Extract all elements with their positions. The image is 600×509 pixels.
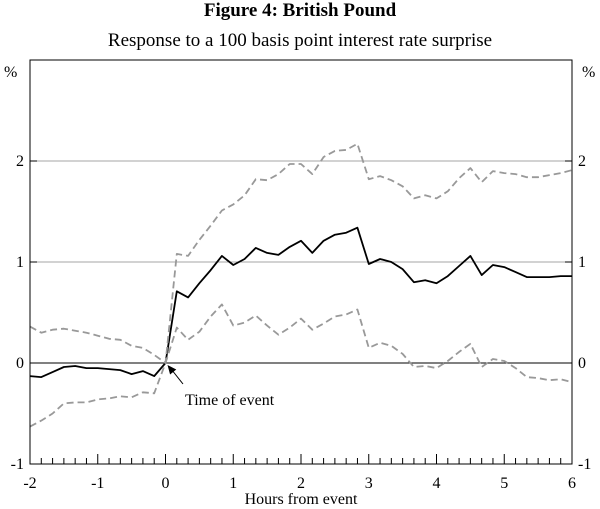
axis-tick-labels: -2 -1 0 1 2 3 4 5 6-1 -10 01 12 2 — [11, 153, 592, 492]
y-tick-label-left: -1 — [11, 456, 24, 473]
gridlines — [30, 160, 572, 364]
annotation-text: Time of event — [185, 392, 275, 409]
series-line-lower-band — [29, 303, 573, 428]
y-tick-label-left: 2 — [16, 153, 24, 170]
y-tick-label-right: 0 — [578, 355, 586, 372]
axis-ticks — [29, 160, 573, 465]
annotation-arrow-head — [167, 365, 177, 375]
y-tick-label-left: 0 — [16, 355, 24, 372]
x-tick-label: 2 — [297, 475, 305, 492]
x-tick-label: -2 — [23, 475, 36, 492]
y-tick-label-right: 1 — [578, 254, 586, 271]
series-line-estimate — [29, 226, 572, 379]
x-tick-label: 3 — [365, 475, 373, 492]
x-tick-label: 0 — [162, 475, 170, 492]
y-tick-label-left: 1 — [16, 254, 24, 271]
x-tick-label: 6 — [568, 475, 576, 492]
x-tick-label: -1 — [91, 475, 104, 492]
chart-title: Figure 4: British Pound — [203, 0, 397, 21]
chart-subtitle: Response to a 100 basis point interest r… — [107, 30, 493, 51]
x-axis-label: Hours from event — [245, 491, 358, 508]
annotation: Time of event — [167, 365, 275, 409]
x-tick-label: 5 — [500, 475, 508, 492]
x-tick-label: 1 — [229, 475, 237, 492]
y-axis-unit-left: % — [4, 64, 17, 81]
y-tick-label-right: -1 — [578, 456, 591, 473]
y-axis-unit-right: % — [582, 64, 595, 81]
series-line-upper-band — [29, 142, 573, 364]
y-tick-label-right: 2 — [578, 153, 586, 170]
series-layer — [29, 142, 573, 428]
x-tick-label: 4 — [433, 475, 441, 492]
